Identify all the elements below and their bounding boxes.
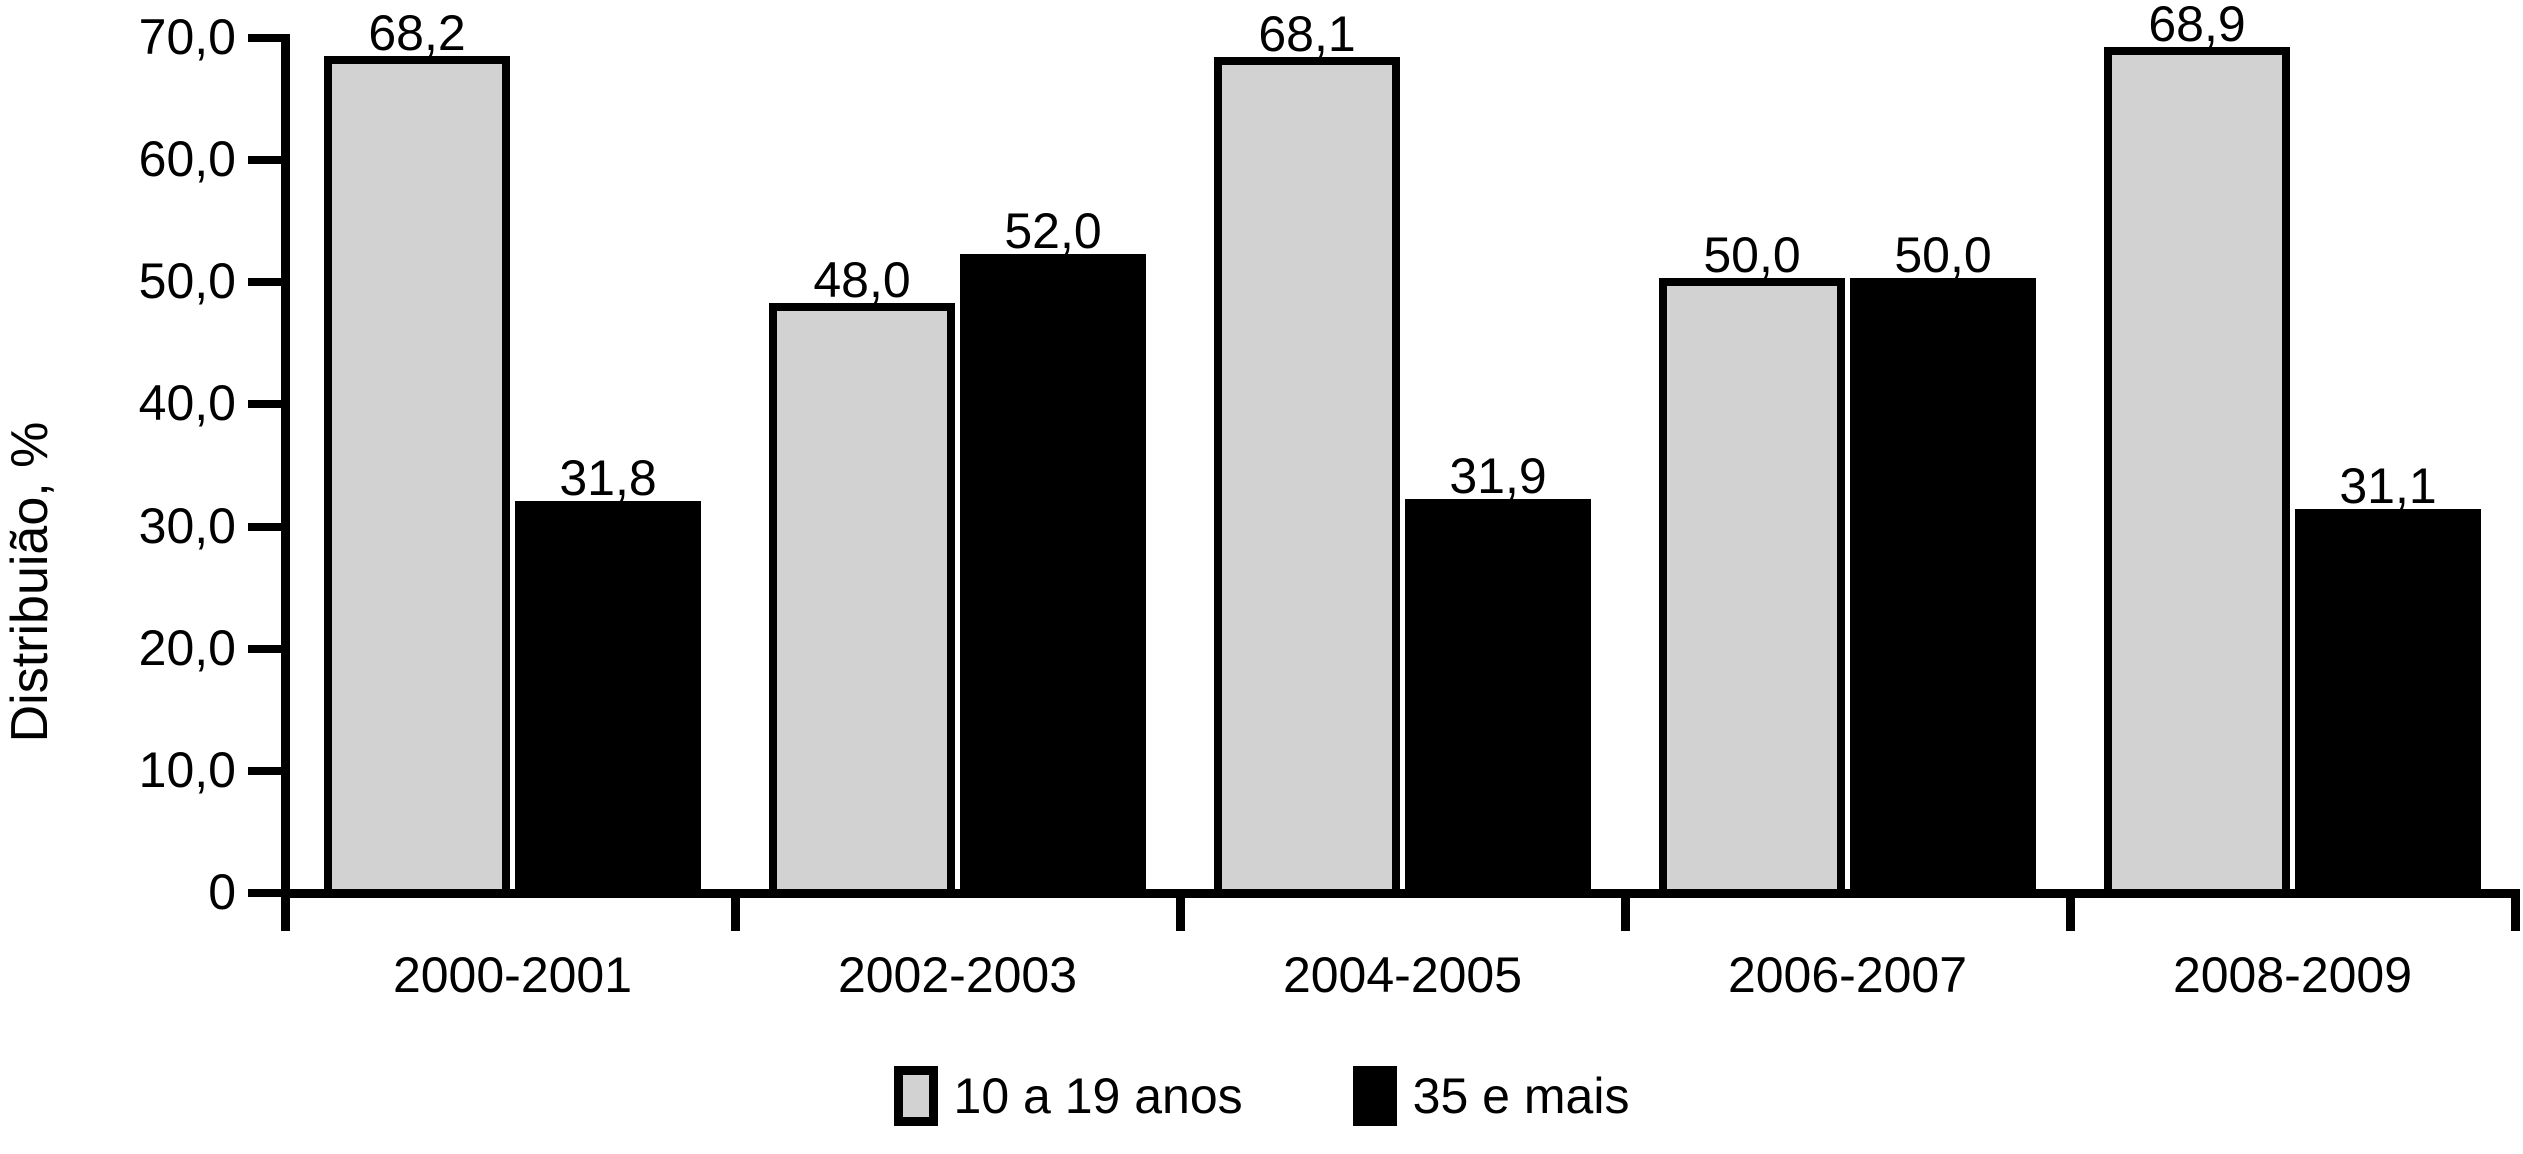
y-tick-mark xyxy=(248,156,281,165)
x-tick-mark xyxy=(2065,889,2075,931)
y-tick-label: 40,0 xyxy=(138,375,236,432)
x-tick-mark xyxy=(2510,889,2520,931)
y-tick-label: 50,0 xyxy=(138,253,236,310)
bar-value-label: 31,9 xyxy=(1449,448,1547,505)
category-label: 2002-2003 xyxy=(837,947,1078,1003)
bar-group: 48,0 52,0 xyxy=(735,34,1180,889)
bar-gray: 50,0 xyxy=(1659,230,1845,889)
bar-group: 68,9 31,1 xyxy=(2070,0,2515,889)
category-label: 2000-2001 xyxy=(392,947,633,1003)
bar-value-label: 50,0 xyxy=(1703,227,1801,284)
y-tick-label: 20,0 xyxy=(138,619,236,676)
y-tick-label: 60,0 xyxy=(138,131,236,188)
y-tick-mark xyxy=(248,34,281,42)
bar-value-label: 48,0 xyxy=(813,251,911,308)
bar-gray: 68,2 xyxy=(324,8,510,889)
legend-label-gray: 10 a 19 anos xyxy=(953,1068,1243,1124)
y-tick-label: 70,0 xyxy=(138,9,236,65)
legend-swatch-gray xyxy=(893,1066,938,1126)
bar-value-label: 52,0 xyxy=(1004,202,1102,259)
legend-swatch-black xyxy=(1352,1066,1397,1126)
legend: 10 a 19 anos 35 e mais xyxy=(0,1066,2523,1126)
legend-entry-gray: 10 a 19 anos xyxy=(893,1066,1243,1126)
bar-value-label: 31,1 xyxy=(2339,458,2437,515)
y-tick-mark xyxy=(248,766,281,775)
bar-gray: 68,1 xyxy=(1214,9,1400,889)
bar-group: 50,0 50,0 xyxy=(1625,34,2070,889)
bar-black: 52,0 xyxy=(960,206,1146,889)
bar-value-label: 31,8 xyxy=(559,449,657,506)
y-axis: 70,0 60,0 50,0 40,0 30,0 20,0 10,0 0 xyxy=(0,12,281,917)
bar-gray: 48,0 xyxy=(769,255,955,889)
bar-black: 31,1 xyxy=(2295,461,2481,889)
bar-group: 68,2 31,8 xyxy=(290,8,735,889)
x-tick-mark xyxy=(1620,889,1630,931)
bar-black: 31,8 xyxy=(515,453,701,889)
y-tick-label: 10,0 xyxy=(138,741,236,798)
bar-value-label: 50,0 xyxy=(1894,227,1992,284)
x-labels: 2000-2001 2002-2003 2004-2005 2006-2007 2008… xyxy=(290,950,2515,1000)
legend-label-black: 35 e mais xyxy=(1412,1068,1630,1124)
bar-group: 68,1 31,9 xyxy=(1180,9,1625,889)
plot-area: 68,2 31,8 48,0 52,0 68,1 31,9 50,0 50,0 68,9 31,1 xyxy=(281,0,2520,931)
bar-value-label: 68,2 xyxy=(368,5,466,61)
y-tick-label: 30,0 xyxy=(138,497,236,554)
bar-groups: 68,2 31,8 48,0 52,0 68,1 31,9 50,0 50,0 68,9 31,1 xyxy=(290,0,2515,889)
y-tick-mark xyxy=(248,400,281,409)
bar-black: 50,0 xyxy=(1850,230,2036,889)
bar-value-label: 68,9 xyxy=(2148,0,2246,53)
y-tick-label: 0 xyxy=(208,864,236,920)
x-tick-mark xyxy=(730,889,740,931)
category-label: 2006-2007 xyxy=(1727,947,1968,1003)
x-tick-mark xyxy=(281,889,290,931)
legend-entry-black: 35 e mais xyxy=(1352,1066,1630,1126)
x-tick-mark xyxy=(1175,889,1185,931)
bar-value-label: 68,1 xyxy=(1258,6,1356,63)
category-label: 2004-2005 xyxy=(1282,947,1523,1003)
bar-gray: 68,9 xyxy=(2104,0,2290,889)
y-tick-mark xyxy=(248,278,281,287)
y-tick-mark xyxy=(248,889,281,897)
y-tick-mark xyxy=(248,522,281,531)
category-label: 2008-2009 xyxy=(2172,947,2413,1003)
bar-black: 31,9 xyxy=(1405,451,1591,889)
y-tick-mark xyxy=(248,644,281,653)
